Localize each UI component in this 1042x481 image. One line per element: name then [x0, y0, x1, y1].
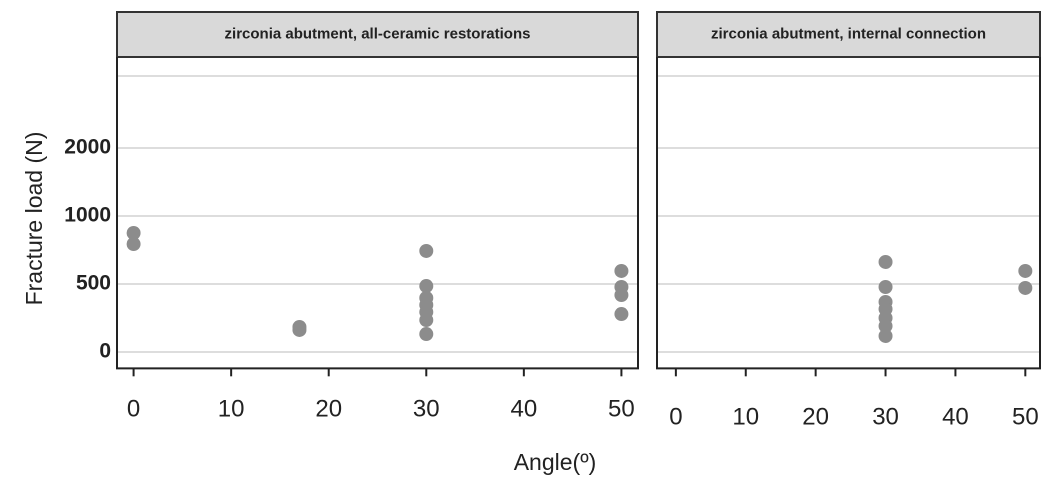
x-tick-label: 40: [942, 403, 969, 430]
x-tick-label: 50: [608, 395, 635, 422]
point: [126, 237, 141, 252]
x-tick-label: 0: [127, 395, 140, 422]
x-tick-label: 50: [1012, 403, 1039, 430]
x-axis-label: Angle(º): [514, 449, 597, 475]
y-tick-label: 500: [76, 272, 111, 295]
y-axis-label: Fracture load (N): [21, 132, 47, 306]
point: [419, 279, 434, 294]
point: [419, 327, 434, 342]
x-tick-label: 0: [669, 403, 682, 430]
point: [614, 263, 629, 278]
point: [1018, 263, 1033, 278]
strip-title: zirconia abutment, internal connection: [711, 25, 986, 42]
x-tick-label: 30: [413, 395, 440, 422]
point: [878, 319, 893, 334]
y-tick-label: 1000: [64, 204, 111, 227]
point: [614, 307, 629, 322]
point: [292, 322, 307, 337]
strip: [656, 11, 1041, 58]
point: [878, 254, 893, 269]
point: [419, 313, 434, 328]
point: [419, 243, 434, 258]
x-tick-label: 30: [872, 403, 899, 430]
x-tick-label: 20: [802, 403, 829, 430]
strip: [116, 11, 639, 58]
x-tick-label: 20: [315, 395, 342, 422]
x-tick-label: 40: [510, 395, 537, 422]
point: [878, 328, 893, 343]
panel-frame: [656, 57, 1041, 370]
panel-frame: [116, 57, 639, 370]
y-tick-label: 0: [99, 340, 111, 363]
strip-title: zirconia abutment, all-ceramic restorati…: [225, 25, 531, 42]
point: [126, 226, 141, 240]
point: [1018, 280, 1033, 295]
x-tick-label: 10: [732, 403, 759, 430]
point: [614, 288, 629, 303]
y-tick-label: 2000: [64, 136, 111, 159]
x-tick-label: 10: [218, 395, 245, 422]
point: [878, 279, 893, 294]
